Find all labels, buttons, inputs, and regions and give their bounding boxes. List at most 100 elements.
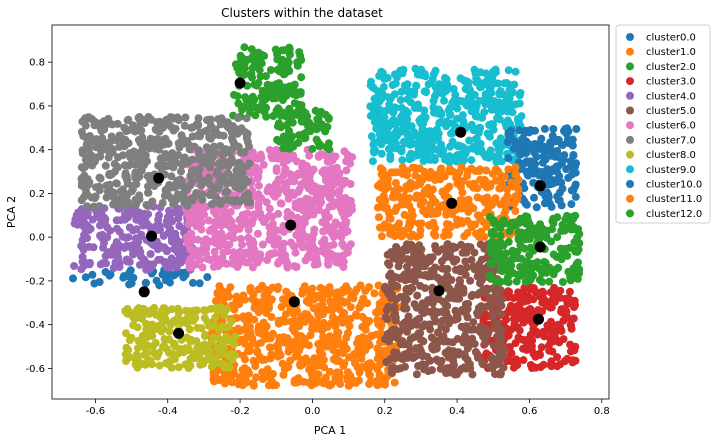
data-point <box>70 262 79 270</box>
data-point <box>216 120 225 129</box>
data-point <box>117 242 125 251</box>
data-point <box>152 126 161 134</box>
data-point <box>381 374 390 382</box>
data-point <box>288 324 297 333</box>
data-point <box>487 355 496 363</box>
data-point <box>396 193 405 202</box>
data-point <box>248 73 256 82</box>
data-point <box>191 260 200 269</box>
data-point <box>499 363 508 372</box>
data-point <box>251 359 260 368</box>
data-point <box>413 291 422 300</box>
data-point <box>449 294 458 303</box>
x-tick-label: 0.8 <box>594 406 610 417</box>
centroid-marker <box>534 180 546 192</box>
data-point <box>179 273 188 282</box>
data-point <box>129 321 138 330</box>
data-point <box>300 218 309 227</box>
data-point <box>408 163 417 172</box>
data-point <box>437 356 446 365</box>
data-point <box>514 235 523 244</box>
data-point <box>118 232 127 241</box>
data-point <box>488 313 497 322</box>
data-point <box>471 135 480 143</box>
data-point <box>253 298 262 307</box>
data-point <box>101 140 110 149</box>
y-tick-label: -0.6 <box>25 364 45 375</box>
data-point <box>182 333 191 342</box>
data-point <box>174 190 183 199</box>
data-point <box>387 364 396 373</box>
data-point <box>553 192 562 201</box>
data-point <box>304 378 313 387</box>
data-point <box>245 159 254 168</box>
data-point <box>459 334 468 343</box>
data-point <box>423 352 432 361</box>
x-tick-label: 0.4 <box>449 406 465 417</box>
data-point <box>546 140 555 149</box>
data-point <box>281 317 290 326</box>
data-point <box>279 132 288 141</box>
data-point <box>501 119 510 128</box>
data-point <box>564 136 573 145</box>
data-point <box>462 263 471 272</box>
data-point <box>316 123 325 132</box>
data-point <box>485 130 494 139</box>
data-point <box>141 151 150 160</box>
data-point <box>497 105 506 113</box>
data-point <box>225 240 234 249</box>
data-point <box>481 77 490 86</box>
data-point <box>545 263 554 272</box>
data-point <box>449 356 458 365</box>
centroid-marker <box>455 126 467 138</box>
data-point <box>186 229 195 238</box>
data-point <box>508 108 517 117</box>
data-point <box>321 185 329 194</box>
data-point <box>222 323 231 332</box>
data-point <box>422 141 430 150</box>
data-point <box>137 230 146 239</box>
data-point <box>128 181 137 190</box>
data-point <box>317 198 326 207</box>
data-point <box>431 83 440 92</box>
data-point <box>420 87 429 96</box>
data-point <box>387 294 396 303</box>
data-point <box>463 171 472 180</box>
data-point <box>481 93 490 102</box>
data-point <box>375 136 384 145</box>
data-point <box>137 335 146 344</box>
data-point <box>255 208 263 217</box>
data-point <box>396 274 405 283</box>
data-point <box>457 183 465 192</box>
data-point <box>455 276 464 285</box>
data-point <box>375 223 384 232</box>
data-point <box>406 258 415 267</box>
data-point <box>392 168 401 177</box>
data-point <box>161 316 170 325</box>
data-point <box>486 146 495 155</box>
data-point <box>205 227 214 236</box>
data-point <box>436 364 445 373</box>
data-point <box>207 338 216 347</box>
y-axis: -0.6-0.4-0.20.00.20.40.60.8 <box>25 58 52 375</box>
data-point <box>537 134 546 143</box>
legend-marker <box>626 150 634 159</box>
data-point <box>266 354 275 363</box>
data-point <box>480 175 489 184</box>
data-point <box>416 335 425 344</box>
data-point <box>254 172 263 181</box>
data-point <box>402 304 411 313</box>
data-point <box>530 193 538 202</box>
data-point <box>565 243 574 252</box>
data-point <box>331 322 340 331</box>
data-point <box>280 46 288 55</box>
centroid-marker <box>433 285 445 297</box>
data-point <box>308 284 317 293</box>
data-point <box>534 234 543 243</box>
data-point <box>466 243 475 252</box>
data-point <box>353 363 362 372</box>
data-point <box>249 381 258 390</box>
data-point <box>393 73 401 82</box>
data-point <box>473 308 482 317</box>
data-point <box>442 349 451 358</box>
